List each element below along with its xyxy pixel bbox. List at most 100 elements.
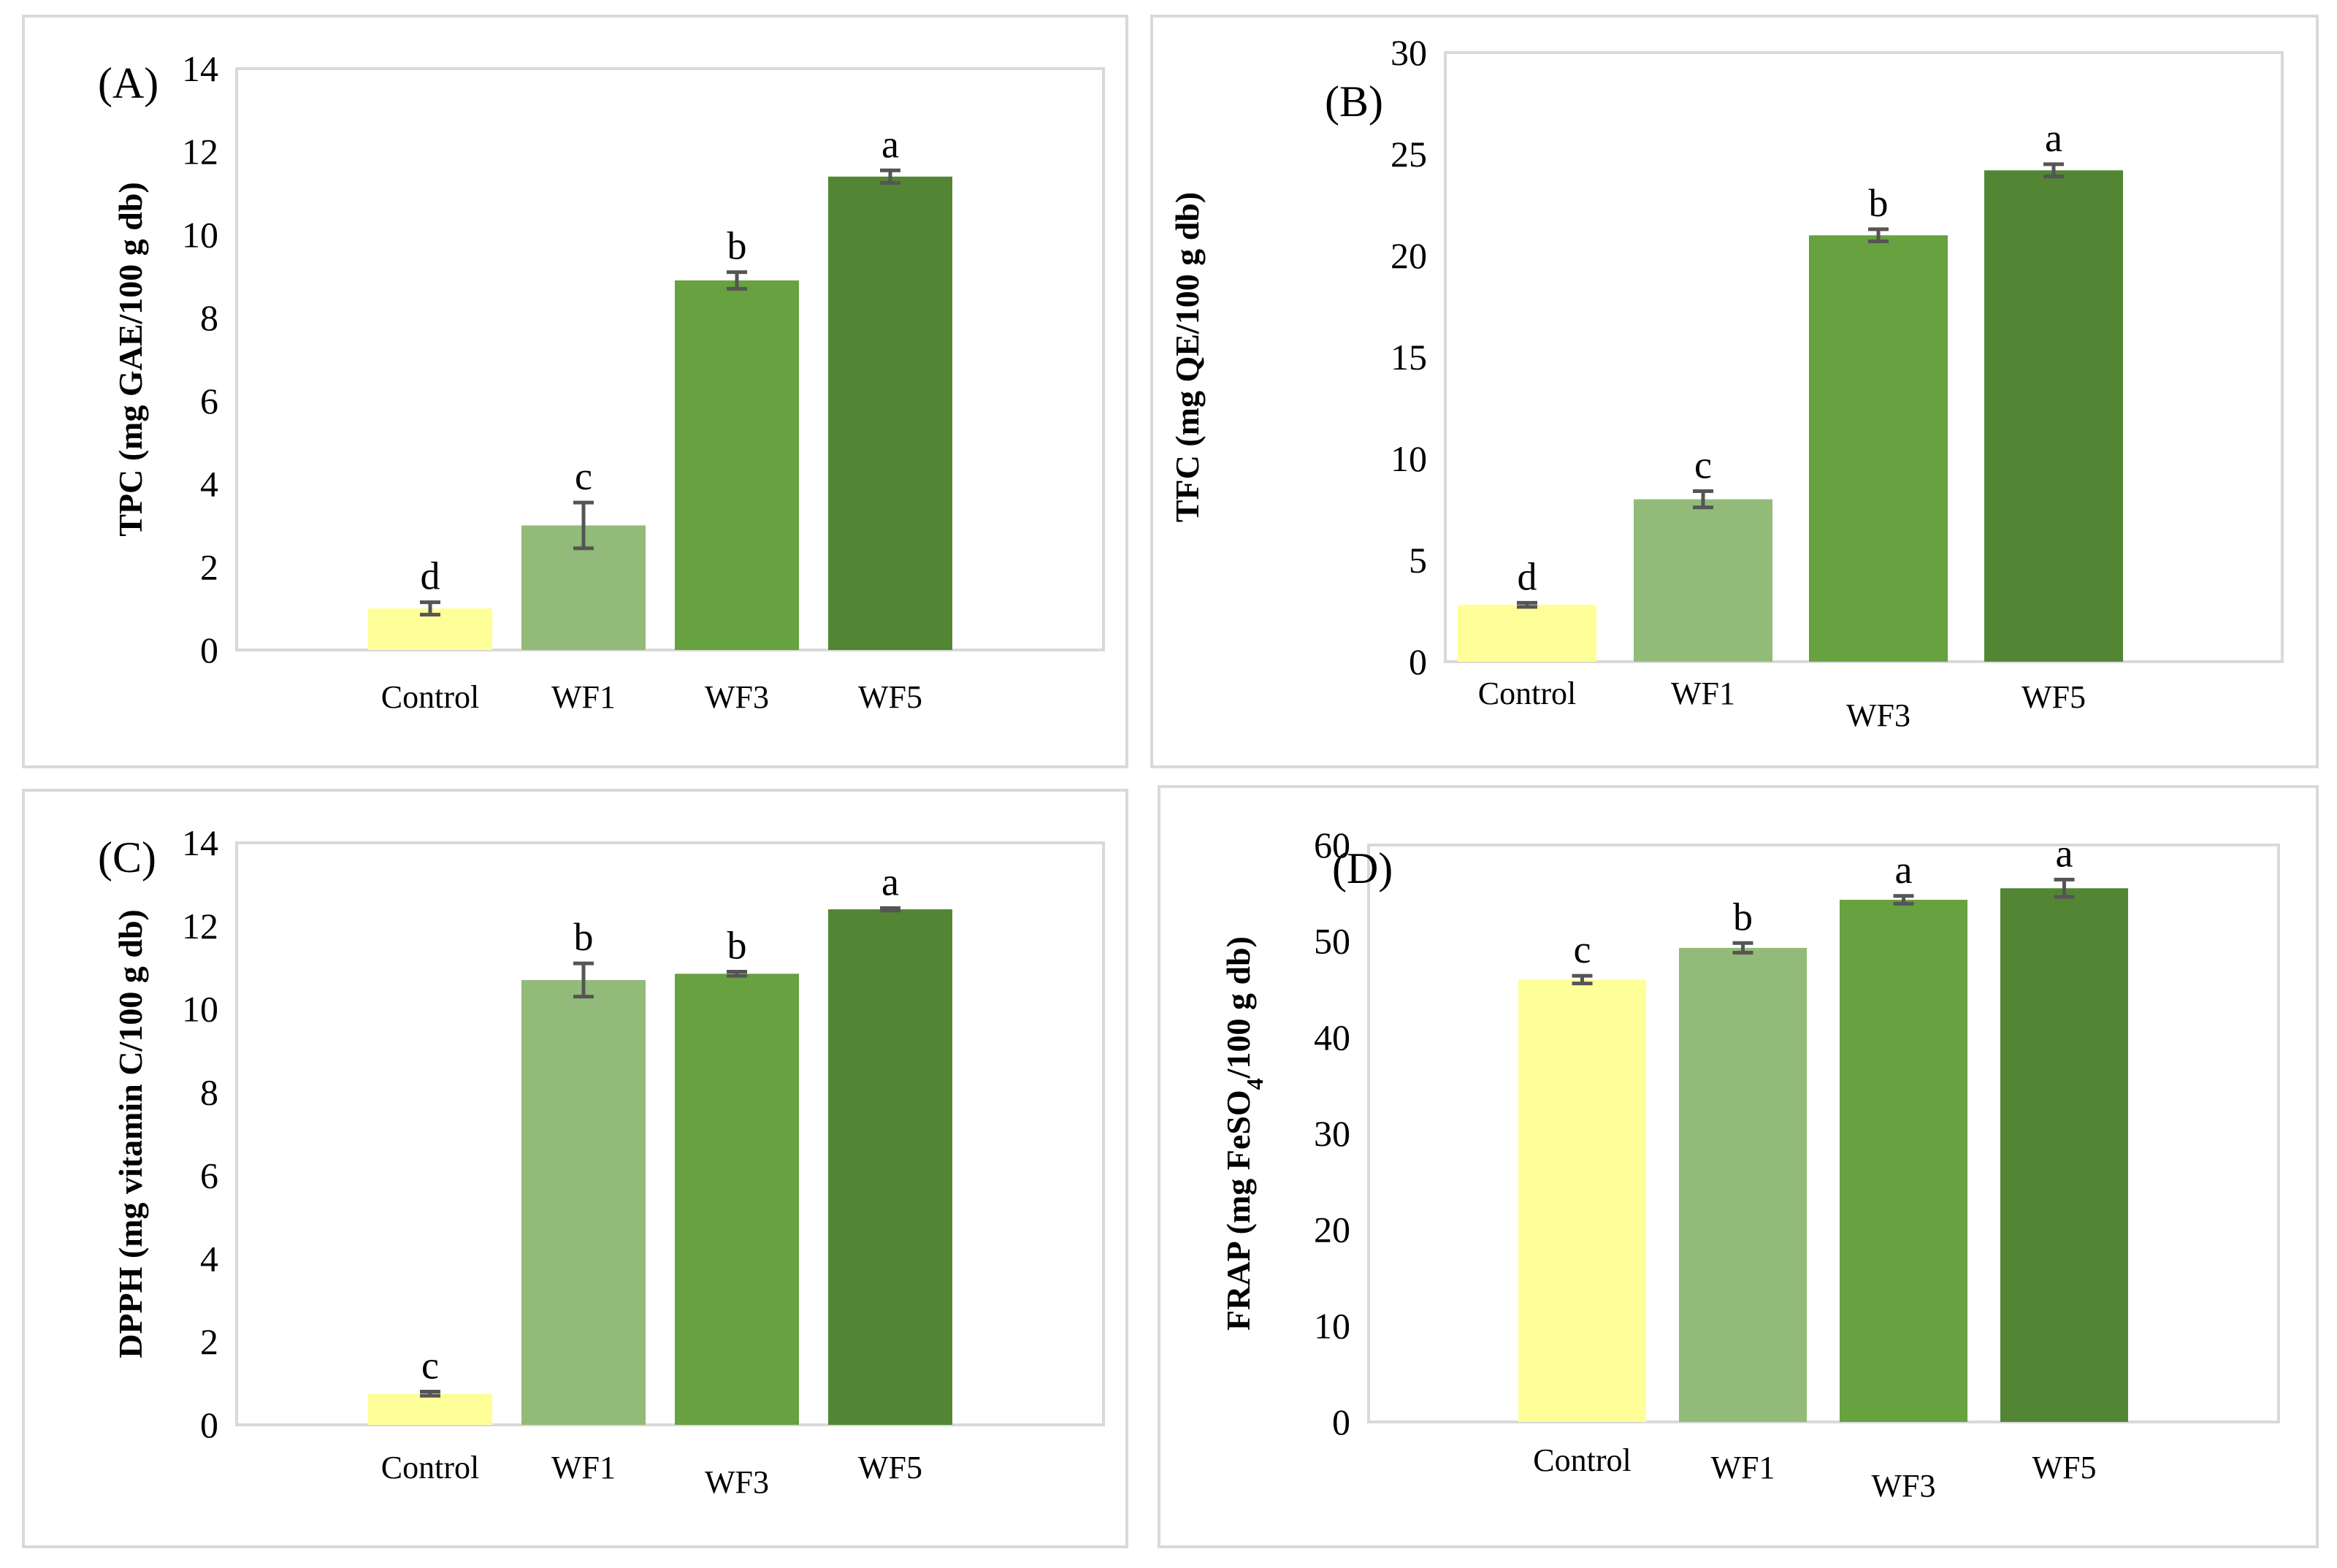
y-axis-label: TFC (mg QE/100 g db) <box>1168 192 1206 522</box>
y-tick-label: 2 <box>200 1321 218 1362</box>
y-tick-label: 50 <box>1314 921 1350 962</box>
error-bar <box>880 168 900 185</box>
category-label: WF3 <box>705 679 769 715</box>
category-label: WF1 <box>1711 1450 1775 1485</box>
bar-wf3 <box>675 974 799 1425</box>
significance-letter: b <box>574 915 594 959</box>
y-tick-label: 10 <box>1314 1305 1350 1346</box>
error-bar <box>420 600 440 617</box>
bar-wf1 <box>1634 499 1772 662</box>
y-tick-label: 8 <box>200 297 218 338</box>
y-tick-label: 4 <box>200 1238 218 1279</box>
y-axis-label-subscript: 4 <box>1242 1078 1268 1090</box>
plot-area <box>1367 844 2280 1423</box>
category-label: WF1 <box>1671 676 1735 711</box>
y-axis-label-end: /100 g db) <box>1220 936 1257 1079</box>
error-bar <box>727 270 747 291</box>
category-label: WF5 <box>2022 679 2086 715</box>
significance-letter: c <box>1574 928 1591 971</box>
y-tick-label: 4 <box>200 464 218 505</box>
category-label: Control <box>381 679 479 715</box>
bar-control <box>368 1393 492 1425</box>
error-bar <box>1893 894 1914 906</box>
y-tick-label: 12 <box>182 131 218 172</box>
category-label: Control <box>1533 1442 1631 1478</box>
y-tick-label: 14 <box>182 822 218 863</box>
category-label: WF1 <box>551 1450 616 1485</box>
category-label: WF5 <box>858 679 922 715</box>
significance-letter: a <box>2056 831 2073 875</box>
significance-letter: d <box>421 554 440 598</box>
panel-label: (D) <box>1332 844 1393 892</box>
bar-wf3 <box>1840 900 1967 1422</box>
y-axis-label: TPC (mg GAE/100 g db) <box>112 182 149 537</box>
bar-wf5 <box>828 909 952 1425</box>
error-bar <box>2054 877 2075 899</box>
y-tick-label: 30 <box>1314 1113 1350 1154</box>
error-bar <box>420 1389 440 1398</box>
panel-a: 0 2 4 6 8 10 12 14 d Control c WF1 b WF3 a WF5 (A) TPC (m… <box>22 15 1128 768</box>
y-tick-label: 0 <box>1332 1401 1350 1442</box>
y-tick-label: 60 <box>1314 825 1350 865</box>
error-bar <box>1868 227 1889 244</box>
chart-a: 0 2 4 6 8 10 12 14 d Control c WF1 b WF3 a WF5 (A) TPC (m… <box>98 48 1105 715</box>
error-bar <box>880 906 900 913</box>
panel-b: 0 5 10 15 20 25 30 d Control c WF1 b WF3 a WF5 (B) TFC (… <box>1150 15 2319 768</box>
significance-letter: a <box>1895 848 1913 892</box>
y-tick-label: 14 <box>182 48 218 89</box>
category-label: Control <box>1478 676 1576 711</box>
error-bar <box>1572 974 1593 986</box>
significance-letter: a <box>881 860 899 903</box>
y-axis-label: FRAP (mg FeSO4/100 g db) <box>1220 936 1268 1331</box>
y-tick-label: 0 <box>1409 641 1427 682</box>
significance-letter: b <box>727 224 747 268</box>
panel-label: (C) <box>98 833 156 881</box>
y-tick-label: 2 <box>200 546 218 587</box>
y-tick-label: 25 <box>1391 134 1427 175</box>
significance-letter: b <box>1869 181 1889 225</box>
error-bar <box>2043 162 2064 179</box>
plot-area <box>235 67 1105 651</box>
error-bar <box>1517 600 1537 609</box>
category-label: WF5 <box>858 1450 922 1485</box>
bar-wf3 <box>675 280 799 650</box>
panel-d: 0 10 20 30 40 50 60 c Control b WF1 a WF3 a WF5 (D) FRAP… <box>1158 785 2319 1548</box>
bar-wf5 <box>1984 170 2123 662</box>
panel-c: 0 2 4 6 8 10 12 14 c Control b WF1 b WF3 a WF5 (C) DPPH (… <box>22 789 1128 1548</box>
significance-letter: d <box>1518 554 1537 598</box>
plot-area <box>235 841 1105 1426</box>
chart-c: 0 2 4 6 8 10 12 14 c Control b WF1 b WF3 a WF5 (C) DPPH (… <box>98 822 1105 1500</box>
error-bar <box>1732 941 1753 955</box>
y-tick-label: 12 <box>182 906 218 946</box>
y-tick-label: 0 <box>200 1404 218 1445</box>
bar-control <box>1458 605 1596 662</box>
significance-letter: a <box>2045 116 2062 160</box>
y-tick-label: 5 <box>1409 540 1427 581</box>
y-tick-label: 8 <box>200 1072 218 1113</box>
y-tick-label: 0 <box>200 630 218 670</box>
bar-wf1 <box>1679 947 1807 1422</box>
y-tick-label: 20 <box>1314 1209 1350 1250</box>
bar-wf5 <box>2000 888 2128 1422</box>
panel-label: (B) <box>1325 77 1383 126</box>
significance-letter: c <box>575 454 592 498</box>
bar-wf5 <box>828 176 952 651</box>
category-label: WF3 <box>705 1464 769 1500</box>
y-tick-label: 6 <box>200 380 218 421</box>
category-label: WF3 <box>1872 1468 1936 1504</box>
y-tick-label: 20 <box>1391 235 1427 276</box>
chart-b: 0 5 10 15 20 25 30 d Control c WF1 b WF3 a WF5 (B) TFC (… <box>1168 32 2284 733</box>
significance-letter: c <box>421 1343 439 1387</box>
category-label: WF5 <box>2032 1450 2097 1485</box>
category-label: WF1 <box>551 679 616 715</box>
chart-d: 0 10 20 30 40 50 60 c Control b WF1 a WF3 a WF5 (D) FRAP… <box>1220 825 2280 1504</box>
significance-letter: b <box>1733 895 1753 938</box>
y-tick-label: 30 <box>1391 32 1427 73</box>
significance-letter: a <box>881 122 899 166</box>
y-tick-label: 6 <box>200 1155 218 1196</box>
panel-label: (A) <box>98 59 158 107</box>
y-axis-label-main: FRAP (mg FeSO <box>1220 1090 1257 1331</box>
error-bar <box>573 500 594 551</box>
y-tick-label: 10 <box>182 989 218 1030</box>
significance-letter: c <box>1694 443 1712 486</box>
